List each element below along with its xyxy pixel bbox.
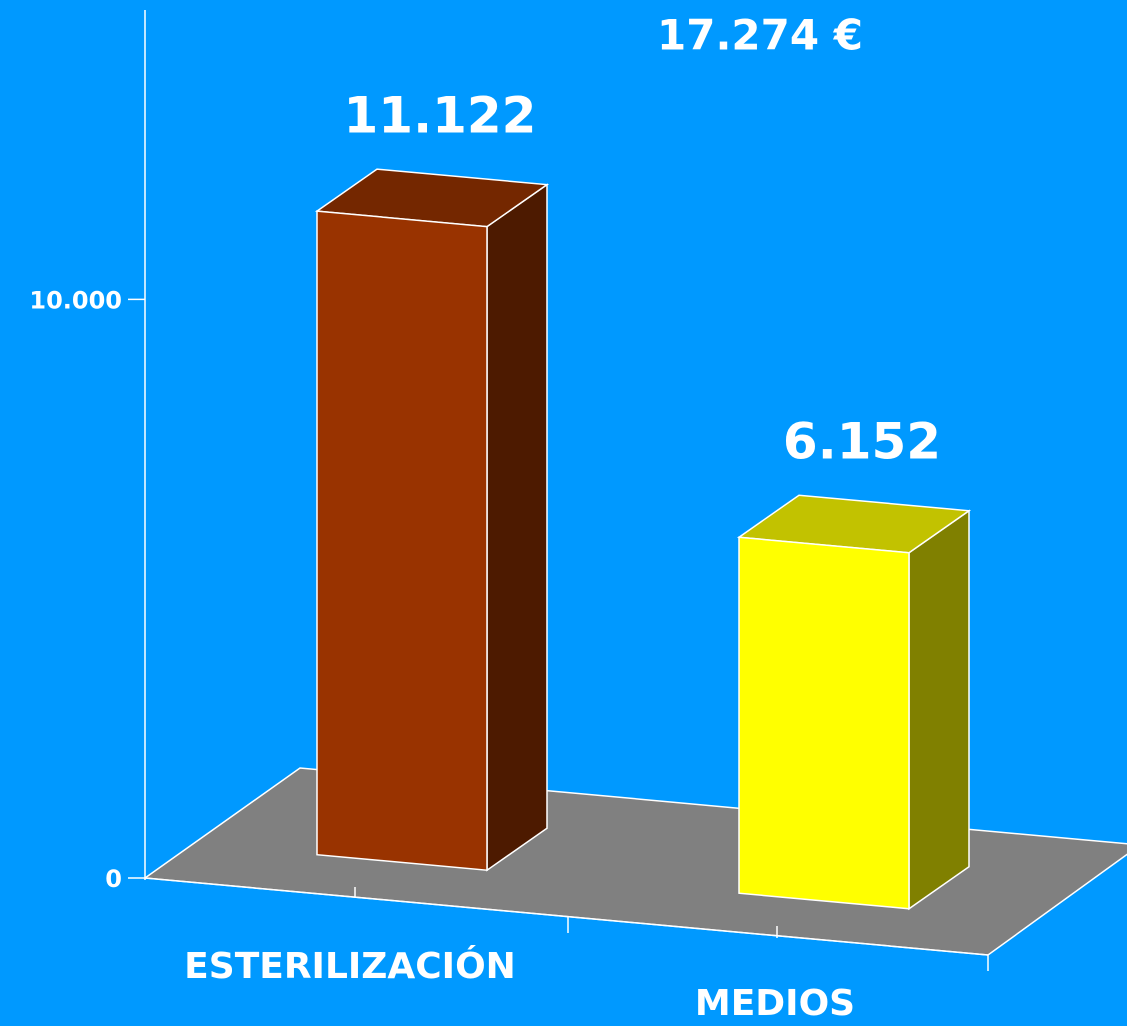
floor	[142, 767, 1127, 956]
bar	[738, 536, 910, 910]
x-tick-label: ESTERILIZACIÓN	[184, 945, 516, 987]
x-tick-label: MEDIOS	[695, 983, 855, 1024]
x-axis	[144, 877, 989, 956]
y-tick-label: 0	[105, 865, 122, 893]
value-label: 6.152	[783, 413, 941, 471]
subtitle: 17.274 €	[657, 11, 863, 60]
y-tick-label: 10.000	[29, 286, 122, 314]
bar-side	[908, 509, 970, 911]
bar-side	[486, 183, 548, 872]
value-label: 11.122	[344, 87, 537, 145]
bar	[316, 210, 488, 872]
